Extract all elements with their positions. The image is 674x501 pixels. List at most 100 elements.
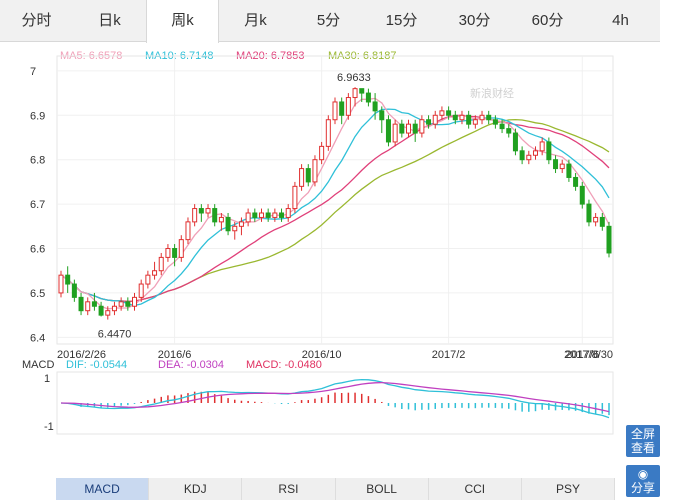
- tab-5[interactable]: 15分: [385, 12, 418, 29]
- candle-body: [559, 163, 565, 170]
- candle-body: [319, 145, 325, 161]
- high-annotation: 6.9633: [337, 72, 371, 84]
- candle-body: [606, 225, 612, 254]
- candle-body: [486, 114, 492, 121]
- x-tick-label: 2017/2: [432, 349, 466, 361]
- tab-3[interactable]: 月k: [244, 12, 267, 29]
- candle-body: [299, 168, 305, 187]
- candle-body: [345, 97, 351, 116]
- tab-0[interactable]: 分时: [21, 12, 52, 29]
- ma30-line: [60, 118, 610, 303]
- indicator-tab-boll[interactable]: BOLL: [335, 478, 429, 500]
- candle-body: [265, 212, 271, 218]
- candle-body: [192, 208, 198, 223]
- candle-body: [573, 176, 579, 187]
- candle-body: [479, 114, 485, 121]
- y-tick-label: 6.5: [30, 288, 45, 300]
- candle-body: [145, 274, 151, 285]
- candle-body: [599, 216, 605, 227]
- candle-body: [279, 212, 285, 218]
- period-tabs: 分时 日k 周k 月k 5分 15分 30分 60分 4h: [0, 0, 660, 43]
- indicator-tab-rsi[interactable]: RSI: [242, 478, 336, 500]
- candle-body: [312, 159, 318, 183]
- candle-body: [365, 92, 371, 103]
- tab-6[interactable]: 30分: [458, 12, 491, 29]
- candle-body: [566, 163, 572, 178]
- candle-body: [546, 141, 552, 161]
- candle-body: [466, 114, 472, 125]
- candle-body: [272, 212, 278, 218]
- share-button[interactable]: ◉ 分享: [626, 465, 660, 497]
- macd-label: MACD: [22, 359, 54, 371]
- candle-body: [399, 123, 405, 134]
- candle-body: [325, 119, 331, 147]
- weibo-icon: ◉: [637, 467, 649, 481]
- candle-body: [111, 305, 117, 312]
- candle-body: [412, 123, 418, 134]
- candle-body: [392, 123, 398, 143]
- candle-body: [305, 168, 311, 183]
- plot-frame: [56, 55, 614, 345]
- dea-line: [60, 381, 610, 413]
- indicator-tab-cci[interactable]: CCI: [428, 478, 522, 500]
- indicator-tab-macd[interactable]: MACD: [56, 478, 150, 500]
- candle-body: [385, 119, 391, 143]
- candle-body: [91, 301, 97, 307]
- candle-body: [339, 101, 345, 116]
- tab-2[interactable]: 周k: [146, 0, 219, 43]
- candle-body: [178, 239, 184, 258]
- candle-body: [359, 88, 365, 94]
- ma20-line: [60, 114, 610, 303]
- tab-1[interactable]: 日k: [98, 12, 121, 29]
- macd-tick-label: -1: [44, 421, 54, 433]
- tab-8[interactable]: 4h: [612, 12, 629, 29]
- fullscreen-button[interactable]: 全屏查看: [626, 425, 660, 457]
- candle-body: [132, 296, 138, 307]
- candle-body: [372, 101, 378, 112]
- x-tick-label: 2016/10: [302, 349, 342, 361]
- tab-7[interactable]: 60分: [531, 12, 564, 29]
- candle-body: [506, 128, 512, 134]
- candle-body: [586, 203, 592, 223]
- indicator-tab-psy[interactable]: PSY: [521, 478, 616, 500]
- x-tick-label: 2017/6: [565, 349, 599, 361]
- y-tick-label: 6.6: [30, 244, 45, 256]
- candle-body: [65, 274, 71, 285]
- candle-body: [532, 150, 538, 156]
- watermark-text: 新浪财经: [470, 86, 514, 100]
- x-tick-label: 2016/2/26: [57, 349, 106, 361]
- candle-body: [172, 248, 178, 258]
- dea-legend: DEA: -0.0304: [158, 359, 224, 371]
- candle-body: [98, 305, 104, 316]
- indicator-tab-kdj[interactable]: KDJ: [149, 478, 243, 500]
- candle-body: [379, 110, 385, 121]
- candle-body: [432, 114, 438, 125]
- y-tick-label: 6.8: [30, 155, 45, 167]
- low-annotation: 6.4470: [98, 329, 132, 341]
- ma10-line: [60, 108, 610, 307]
- candle-body: [419, 119, 425, 134]
- candle-body: [459, 114, 465, 121]
- y-tick-label: 6.7: [30, 199, 45, 211]
- candle-body: [526, 154, 532, 161]
- candle-body: [71, 283, 77, 298]
- candle-body: [446, 110, 452, 116]
- y-tick-label: 6.9: [30, 110, 45, 122]
- candle-body: [539, 141, 545, 152]
- candle-body: [285, 208, 291, 218]
- candle-body: [238, 221, 244, 227]
- candle-body: [118, 301, 124, 307]
- candle-body: [78, 296, 84, 312]
- candle-body: [499, 123, 505, 130]
- candle-body: [232, 225, 238, 232]
- candle-body: [152, 270, 158, 276]
- dif-line: [60, 378, 610, 419]
- candlestick-chart[interactable]: 6.4 6.5 6.6 6.7 6.8 6.9 7 2016/2/26 2016/6 2016/1…: [0, 42, 674, 478]
- y-tick-label: 7: [30, 66, 36, 78]
- candle-body: [439, 110, 445, 116]
- candle-body: [245, 212, 251, 223]
- tab-4[interactable]: 5分: [316, 12, 341, 29]
- indicator-tabs: MACD KDJ RSI BOLL CCI PSY: [56, 478, 616, 500]
- candle-body: [105, 310, 111, 316]
- candle-body: [258, 212, 264, 218]
